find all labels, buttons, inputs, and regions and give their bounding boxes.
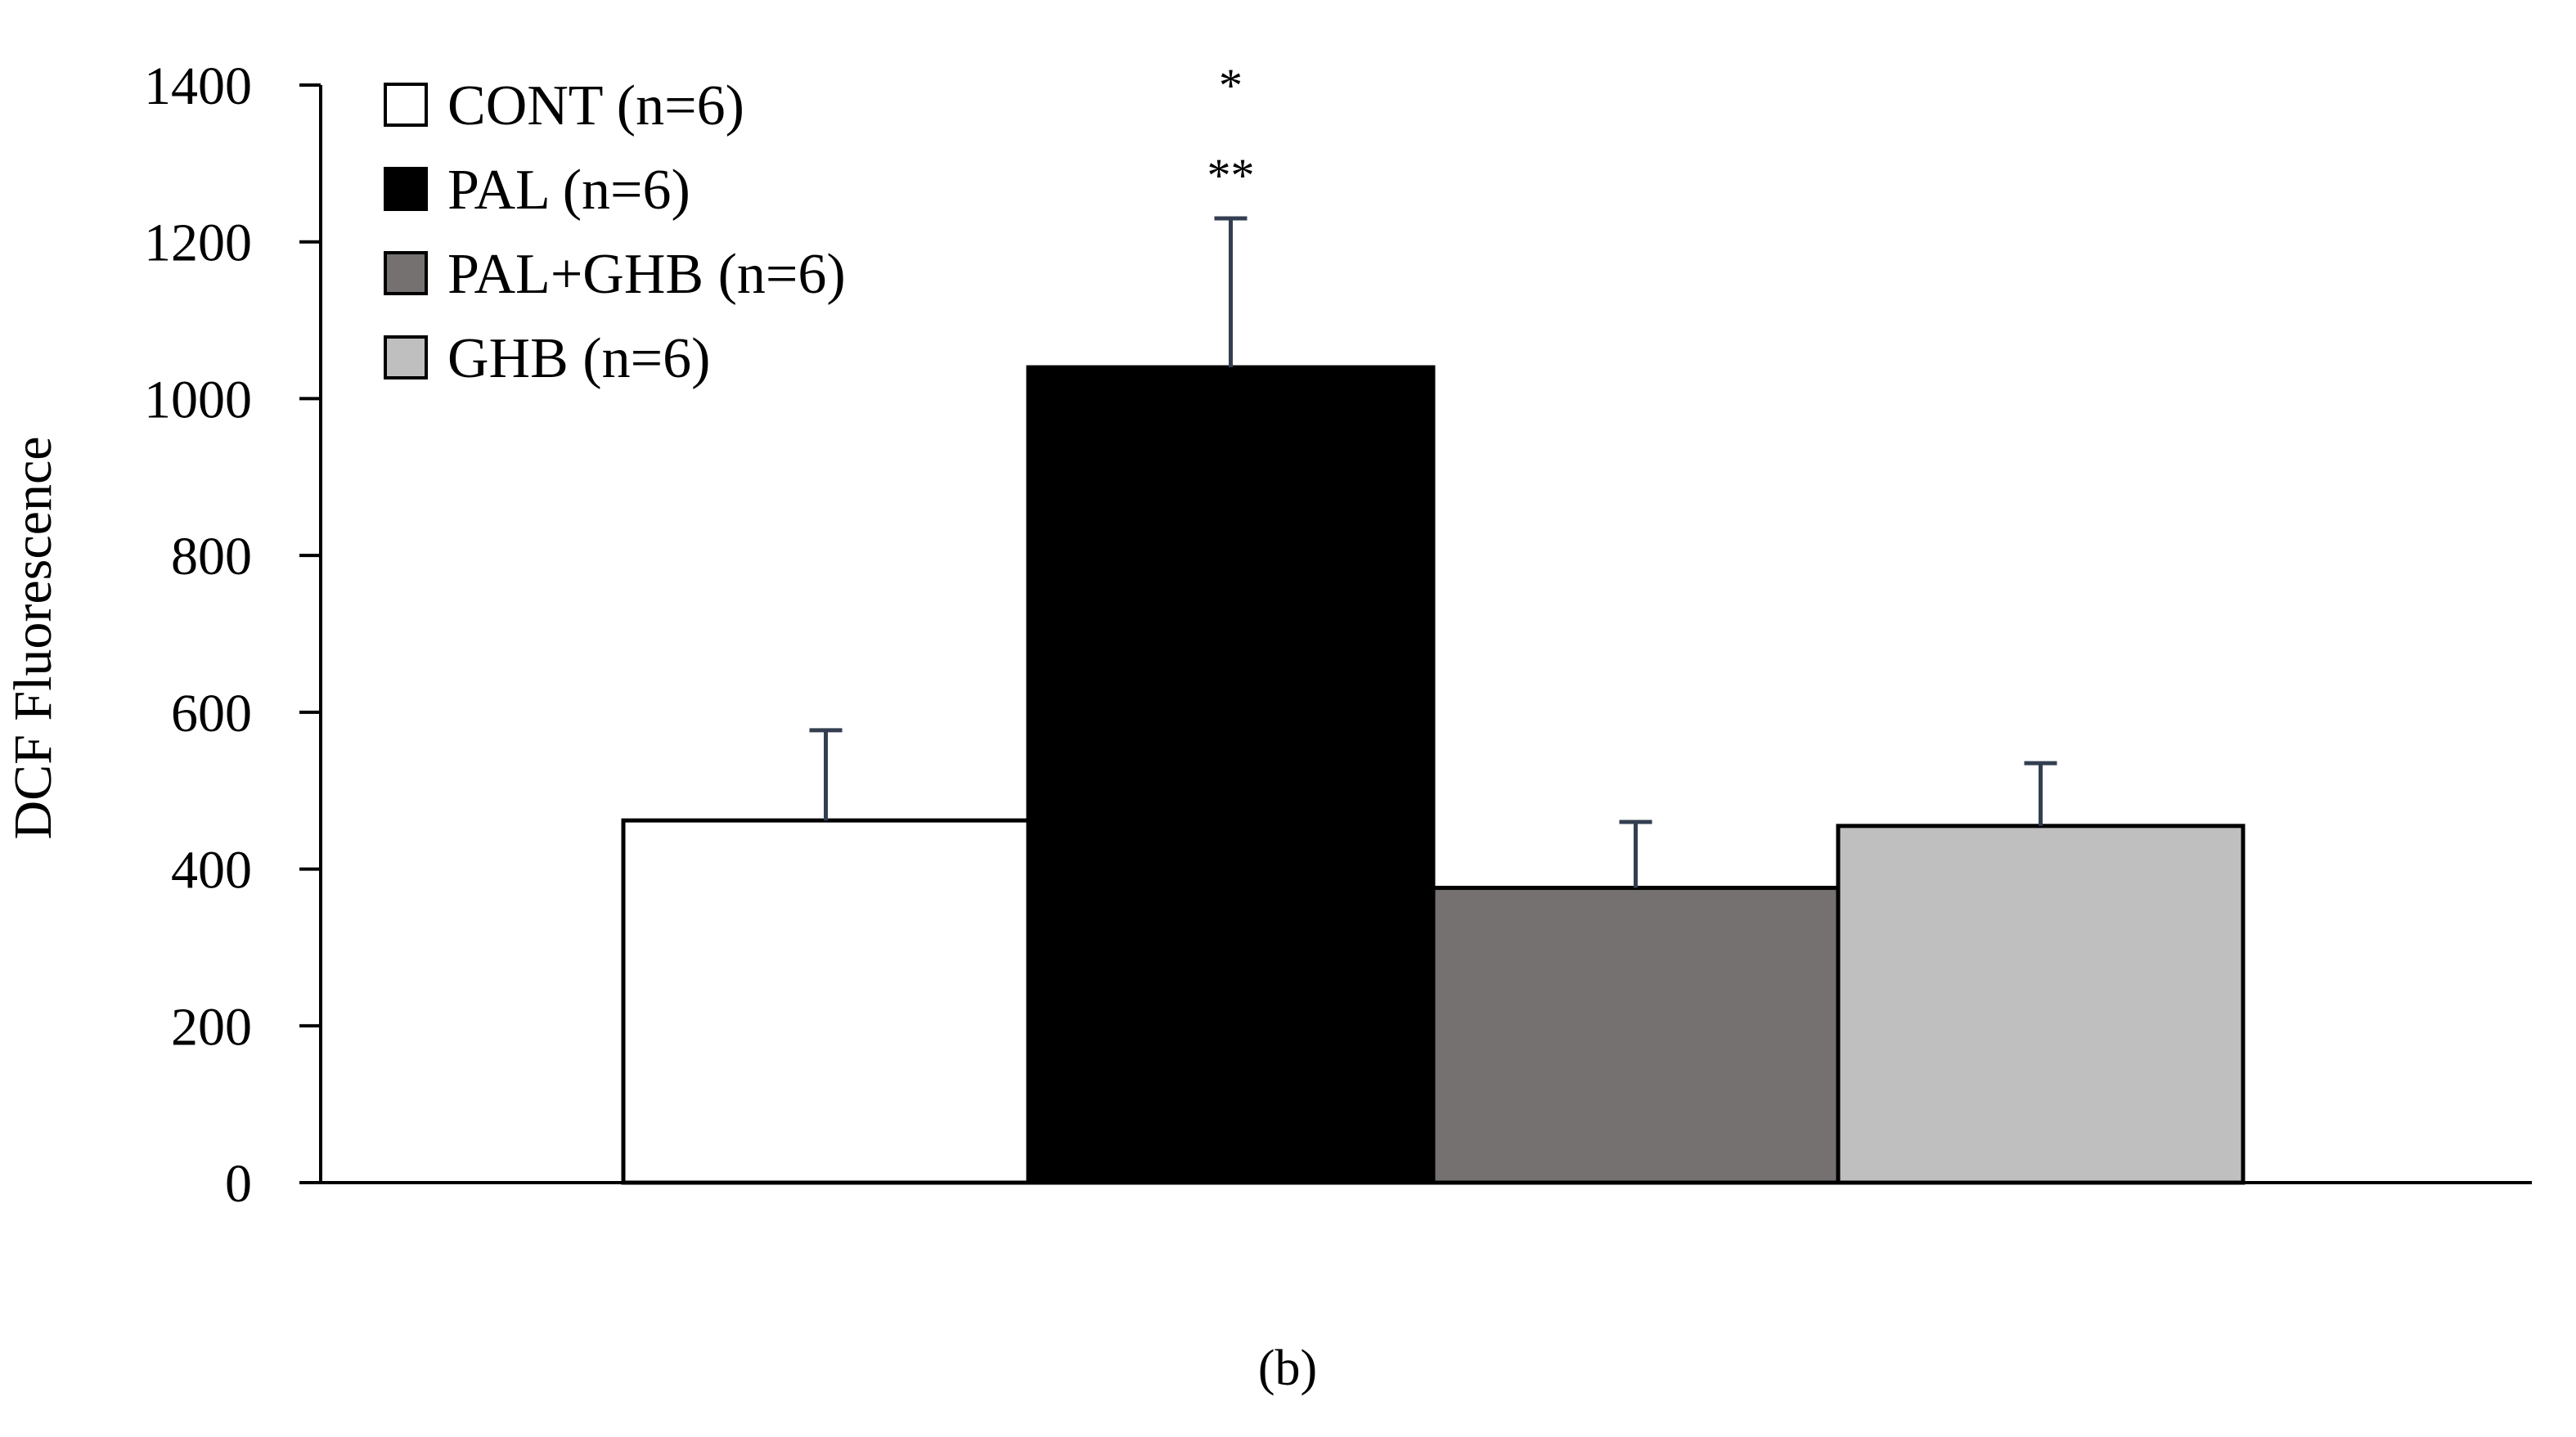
axes-group [319, 85, 2532, 1184]
legend-swatch [384, 251, 428, 295]
bar-2 [1026, 365, 1436, 1185]
y-tick-label: 0 [225, 1154, 252, 1214]
significance-marker: * [1219, 59, 1243, 112]
error-bar-3 [1619, 820, 1652, 888]
y-tick-label: 800 [171, 527, 252, 586]
panel-label: (b) [1258, 1340, 1317, 1396]
legend: CONT (n=6) PAL (n=6) PAL+GHB (n=6) GHB (n=6… [384, 74, 846, 390]
y-tick-label: 1000 [144, 370, 252, 429]
bars-group [621, 365, 2246, 1185]
bar-1 [621, 818, 1031, 1185]
legend-item: PAL (n=6) [384, 159, 690, 222]
legend-swatch [384, 167, 428, 211]
significance-marker: ** [1207, 149, 1255, 202]
legend-item: PAL+GHB (n=6) [384, 243, 846, 306]
y-tick-label: 1200 [144, 213, 252, 273]
y-tick-label: 200 [171, 997, 252, 1057]
bar-4 [1836, 824, 2246, 1185]
y-axis-ticks: 0 200 400 600 800 1000 1200 1400 [144, 56, 321, 1214]
legend-item: GHB (n=6) [384, 327, 710, 390]
legend-label: CONT (n=6) [447, 74, 744, 137]
bar-3 [1431, 886, 1841, 1185]
error-bars-group [809, 216, 2057, 888]
y-tick-label: 400 [171, 841, 252, 900]
legend-swatch [384, 83, 428, 127]
error-bar-1 [809, 728, 843, 821]
legend-item: CONT (n=6) [384, 74, 744, 137]
y-axis-label: DCF Fluorescence [3, 436, 63, 839]
error-bar-4 [2024, 761, 2057, 826]
y-tick-label: 1400 [144, 56, 252, 116]
legend-label: GHB (n=6) [447, 327, 710, 390]
error-bar-2 [1214, 216, 1248, 368]
significance-annotations: *** [1207, 59, 1255, 202]
legend-label: PAL+GHB (n=6) [447, 243, 846, 306]
legend-label: PAL (n=6) [447, 159, 690, 222]
y-tick-label: 600 [171, 684, 252, 743]
legend-swatch [384, 335, 428, 379]
